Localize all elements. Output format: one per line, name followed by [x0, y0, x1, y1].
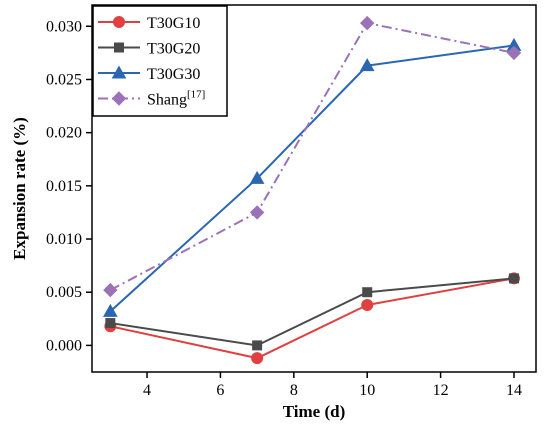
- y-axis-title: Expansion rate (%): [10, 117, 29, 260]
- legend-marker: [114, 42, 124, 53]
- ticks-layer: 4 6 8 10 12 14 0.000 0.005 0.010 0.015 0.020 0.025 0…: [46, 18, 522, 399]
- data-point: [103, 282, 118, 298]
- data-point: [252, 340, 263, 351]
- series-line: [110, 277, 515, 360]
- data-point: [508, 273, 519, 284]
- series-t30g20: [105, 273, 519, 351]
- x-axis-title: Time (d): [283, 402, 346, 421]
- data-point: [362, 287, 373, 298]
- plot-frame: [91, 4, 537, 373]
- data-point: [361, 298, 374, 311]
- data-point: [249, 205, 265, 220]
- x-tick-label: 10: [359, 382, 375, 399]
- y-tick-label: 0.030: [46, 18, 82, 35]
- series-shang: [103, 15, 522, 298]
- x-tick-label: 6: [216, 382, 224, 399]
- data-point: [105, 318, 116, 329]
- legend-label: T30G30: [147, 66, 200, 83]
- series-layer: [102, 15, 522, 365]
- x-tick-label: 12: [433, 382, 449, 399]
- series-line: [109, 22, 515, 291]
- legend-item: T30G30: [98, 65, 200, 83]
- legend-marker: [111, 91, 127, 106]
- series-line: [110, 277, 515, 347]
- data-point: [251, 352, 264, 365]
- series-t30g30: [102, 37, 522, 317]
- legend-item: Shang[17]: [98, 89, 205, 109]
- y-tick-label: 0.000: [46, 337, 82, 354]
- data-point: [359, 15, 375, 31]
- legend-item: T30G20: [98, 41, 200, 58]
- legend-marker: [113, 16, 125, 28]
- x-tick-label: 14: [506, 382, 522, 399]
- y-tick-label: 0.020: [46, 125, 82, 142]
- x-tick-label: 8: [290, 382, 298, 399]
- legend-item: T30G10: [98, 15, 200, 32]
- y-tick-label: 0.025: [46, 71, 82, 88]
- x-tick-label: 4: [143, 382, 151, 399]
- y-tick-label: 0.010: [46, 231, 82, 248]
- data-point: [249, 170, 265, 184]
- legend: T30G10 T30G20 T30G30 Shang[17]: [92, 5, 228, 117]
- data-point: [506, 45, 522, 61]
- data-point: [359, 58, 375, 72]
- data-point: [102, 303, 118, 317]
- y-tick-label: 0.005: [46, 284, 82, 301]
- series-line: [109, 44, 515, 313]
- legend-label: T30G20: [147, 41, 200, 58]
- y-tick-label: 0.015: [46, 178, 82, 195]
- legend-label: T30G10: [147, 15, 200, 32]
- legend-marker: [111, 65, 127, 79]
- legend-label-superscript: [17]: [187, 89, 205, 101]
